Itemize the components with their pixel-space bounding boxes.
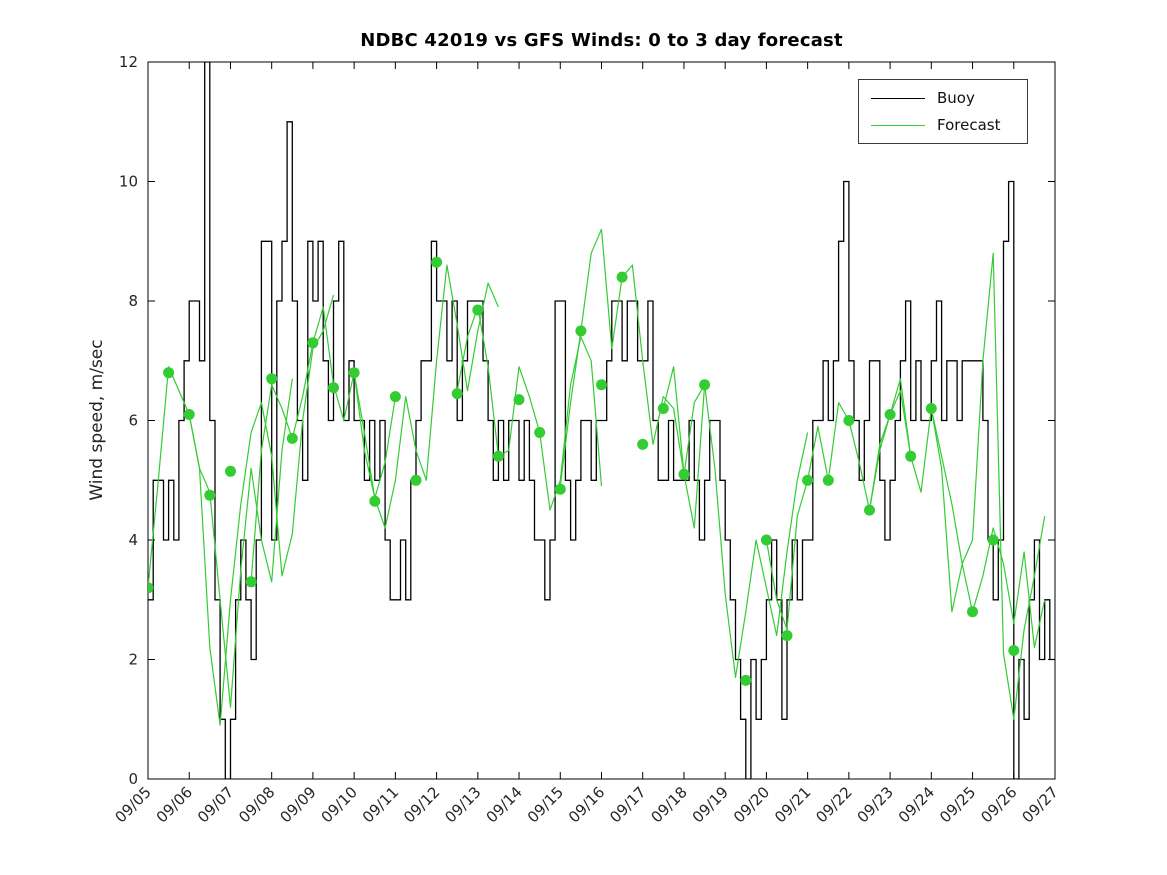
forecast-marker-dot (1008, 645, 1020, 656)
x-tick-label: 09/10 (318, 783, 361, 826)
forecast-marker-dot (596, 379, 607, 391)
forecast-marker-dot (369, 495, 381, 507)
legend-item-buoy: Buoy (871, 89, 1015, 107)
forecast-marker-dot (534, 427, 546, 438)
y-tick-label: 0 (128, 770, 138, 788)
forecast-run-line (559, 228, 706, 529)
buoy-line-swatch (871, 97, 925, 99)
forecast-marker-dot (822, 474, 834, 486)
y-tick-label: 6 (128, 412, 138, 430)
forecast-marker-dot (864, 504, 875, 516)
legend-label-forecast: Forecast (937, 116, 1001, 134)
forecast-marker-dot (967, 606, 978, 618)
forecast-marker-dot (905, 450, 917, 462)
y-tick-label: 2 (128, 651, 138, 669)
forecast-marker-dot (925, 403, 937, 414)
forecast-marker-dot (163, 367, 175, 379)
forecast-marker-dot (286, 432, 298, 444)
forecast-marker-dot (492, 450, 504, 462)
forecast-marker-dot (740, 674, 752, 686)
forecast-run-line (662, 366, 809, 678)
forecast-run-line (765, 390, 912, 631)
x-tick-label: 09/22 (812, 783, 855, 826)
x-tick-label: 09/24 (895, 783, 938, 826)
forecast-marker-dot (513, 394, 525, 406)
x-tick-label: 09/25 (936, 783, 979, 826)
x-tick-label: 09/23 (854, 783, 897, 826)
forecast-marker-dot (699, 379, 711, 391)
x-tick-label: 09/15 (524, 783, 567, 826)
forecast-marker-dot (575, 325, 587, 337)
forecast-marker-dot (781, 630, 793, 642)
forecast-marker-dot (183, 409, 195, 420)
buoy-series-line (148, 62, 1055, 779)
y-tick-label: 12 (119, 53, 138, 71)
legend-label-buoy: Buoy (937, 89, 975, 107)
forecast-marker-dot (843, 415, 855, 426)
x-tick-label: 09/09 (276, 783, 319, 826)
forecast-marker-dot (348, 367, 360, 379)
x-tick-label: 09/13 (441, 783, 484, 826)
forecast-marker-dot (987, 534, 999, 546)
forecast-run-line (868, 252, 1046, 720)
forecast-marker-dot (657, 403, 669, 414)
forecast-marker-dot (451, 388, 463, 400)
x-tick-label: 09/26 (977, 783, 1020, 826)
forecast-marker-dot (389, 391, 401, 403)
x-tick-label: 09/08 (235, 783, 278, 826)
y-tick-label: 4 (128, 531, 138, 549)
forecast-run-line (188, 294, 335, 726)
forecast-marker-dot (637, 438, 649, 450)
forecast-marker-dot (266, 373, 278, 385)
x-tick-label: 09/07 (194, 783, 237, 826)
forecast-marker-dot (307, 337, 319, 349)
forecast-marker-dot (472, 304, 484, 316)
x-tick-label: 09/27 (1019, 783, 1062, 826)
chart-title: NDBC 42019 vs GFS Winds: 0 to 3 day fore… (360, 30, 843, 51)
forecast-marker-dot (431, 256, 443, 268)
x-tick-label: 09/06 (153, 783, 196, 826)
y-tick-label: 10 (119, 173, 138, 191)
legend: Buoy Forecast (858, 79, 1028, 144)
x-tick-label: 09/05 (112, 783, 155, 826)
forecast-marker-dot (410, 474, 422, 486)
forecast-marker-dot (678, 468, 690, 480)
y-tick-label: 8 (128, 292, 138, 310)
x-tick-label: 09/17 (606, 783, 649, 826)
legend-item-forecast: Forecast (871, 116, 1015, 134)
forecast-marker-dot (225, 465, 236, 477)
x-tick-label: 09/16 (565, 783, 608, 826)
x-tick-label: 09/11 (359, 783, 402, 826)
forecast-marker-dot (328, 382, 339, 394)
x-tick-label: 09/12 (400, 783, 443, 826)
forecast-marker-dot (204, 489, 216, 501)
x-tick-label: 09/21 (771, 783, 814, 826)
forecast-run-line (353, 264, 499, 529)
forecast-run-line (250, 306, 396, 582)
forecast-line-swatch (871, 124, 925, 126)
forecast-run-line (930, 408, 1046, 649)
forecast-marker-dot (616, 271, 628, 283)
forecast-marker-dot (148, 582, 154, 594)
forecast-marker-dot (554, 483, 566, 495)
forecast-marker-dot (245, 576, 257, 588)
forecast-marker-dot (760, 534, 772, 546)
forecast-marker-dot (802, 474, 814, 486)
x-tick-label: 09/20 (730, 783, 773, 826)
x-tick-label: 09/14 (483, 783, 526, 826)
forecast-marker-dot (884, 409, 896, 420)
x-tick-label: 09/18 (647, 783, 690, 826)
x-tick-label: 09/19 (689, 783, 732, 826)
